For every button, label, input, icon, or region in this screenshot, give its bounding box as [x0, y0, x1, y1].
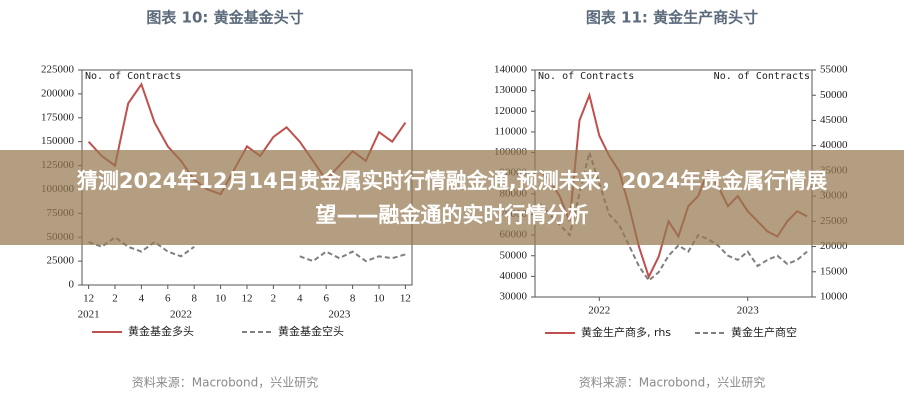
x-tick-label: 4 [139, 293, 145, 305]
x-tick-label: 2023 [737, 305, 760, 317]
legend-label: 黄金基金多头 [128, 324, 194, 338]
x-tick-label: 6 [165, 293, 171, 305]
source: 资料来源：Macrobond，兴业研究 [579, 375, 766, 390]
legend-label: 黄金基金空头 [278, 324, 344, 338]
y-tick-label: 200000 [41, 87, 75, 99]
x-tick-label: 6 [323, 293, 329, 305]
banner-text: 猜测2024年12月14日贵金属实时行情融金通,预测未来，2024年贵金属行情展… [76, 168, 828, 227]
x-tick-label: 12 [83, 293, 94, 305]
x-tick-label: 10 [374, 293, 386, 305]
y2-tick-label: 10000 [820, 291, 848, 303]
x-tick-label: 10 [215, 293, 227, 305]
x-year-label: 2022 [170, 309, 192, 321]
source: 资料来源：Macrobond，兴业研究 [132, 375, 319, 390]
chart-title: 图表 10: 黄金基金头寸 [146, 9, 303, 27]
y-tick-label: 40000 [500, 270, 528, 282]
y-tick-label: 50000 [500, 249, 528, 261]
y-axis-label: No. of Contracts [538, 71, 634, 82]
y-tick-label: 25000 [47, 255, 75, 267]
y2-tick-label: 40000 [820, 139, 848, 151]
y2-tick-label: 15000 [820, 265, 848, 277]
x-year-label: 2023 [328, 309, 351, 321]
y-tick-label: 225000 [41, 64, 75, 76]
x-year-label: 2021 [78, 309, 100, 321]
y2-tick-label: 55000 [820, 64, 848, 76]
y-tick-label: 130000 [494, 84, 528, 96]
x-tick-label: 2022 [588, 305, 610, 317]
legend-label: 黄金生产商空 [731, 325, 797, 339]
banner: 猜测2024年12月14日贵金属实时行情融金通,预测未来，2024年贵金属行情展… [0, 150, 904, 245]
x-tick-label: 12 [400, 293, 411, 305]
chart-title: 图表 11: 黄金生产商头寸 [586, 9, 758, 27]
x-tick-label: 8 [350, 293, 356, 305]
y-tick-label: 175000 [41, 111, 75, 123]
y-tick-label: 120000 [494, 105, 528, 117]
y2-tick-label: 50000 [820, 89, 848, 101]
y-tick-label: 0 [69, 279, 75, 291]
y-tick-label: 150000 [41, 135, 75, 147]
x-tick-label: 12 [242, 293, 253, 305]
x-tick-label: 4 [297, 293, 303, 305]
y-tick-label: 110000 [494, 125, 527, 137]
x-tick-label: 2 [112, 293, 118, 305]
y2-axis-label: No. of Contracts [714, 71, 810, 82]
legend-label: 黄金生产商多, rhs [581, 325, 671, 339]
x-tick-label: 8 [191, 293, 197, 305]
y-axis-label: No. of Contracts [85, 71, 181, 82]
y-tick-label: 30000 [500, 291, 528, 303]
y2-tick-label: 45000 [820, 114, 848, 126]
x-tick-label: 2 [271, 293, 277, 305]
y-tick-label: 140000 [494, 64, 528, 76]
